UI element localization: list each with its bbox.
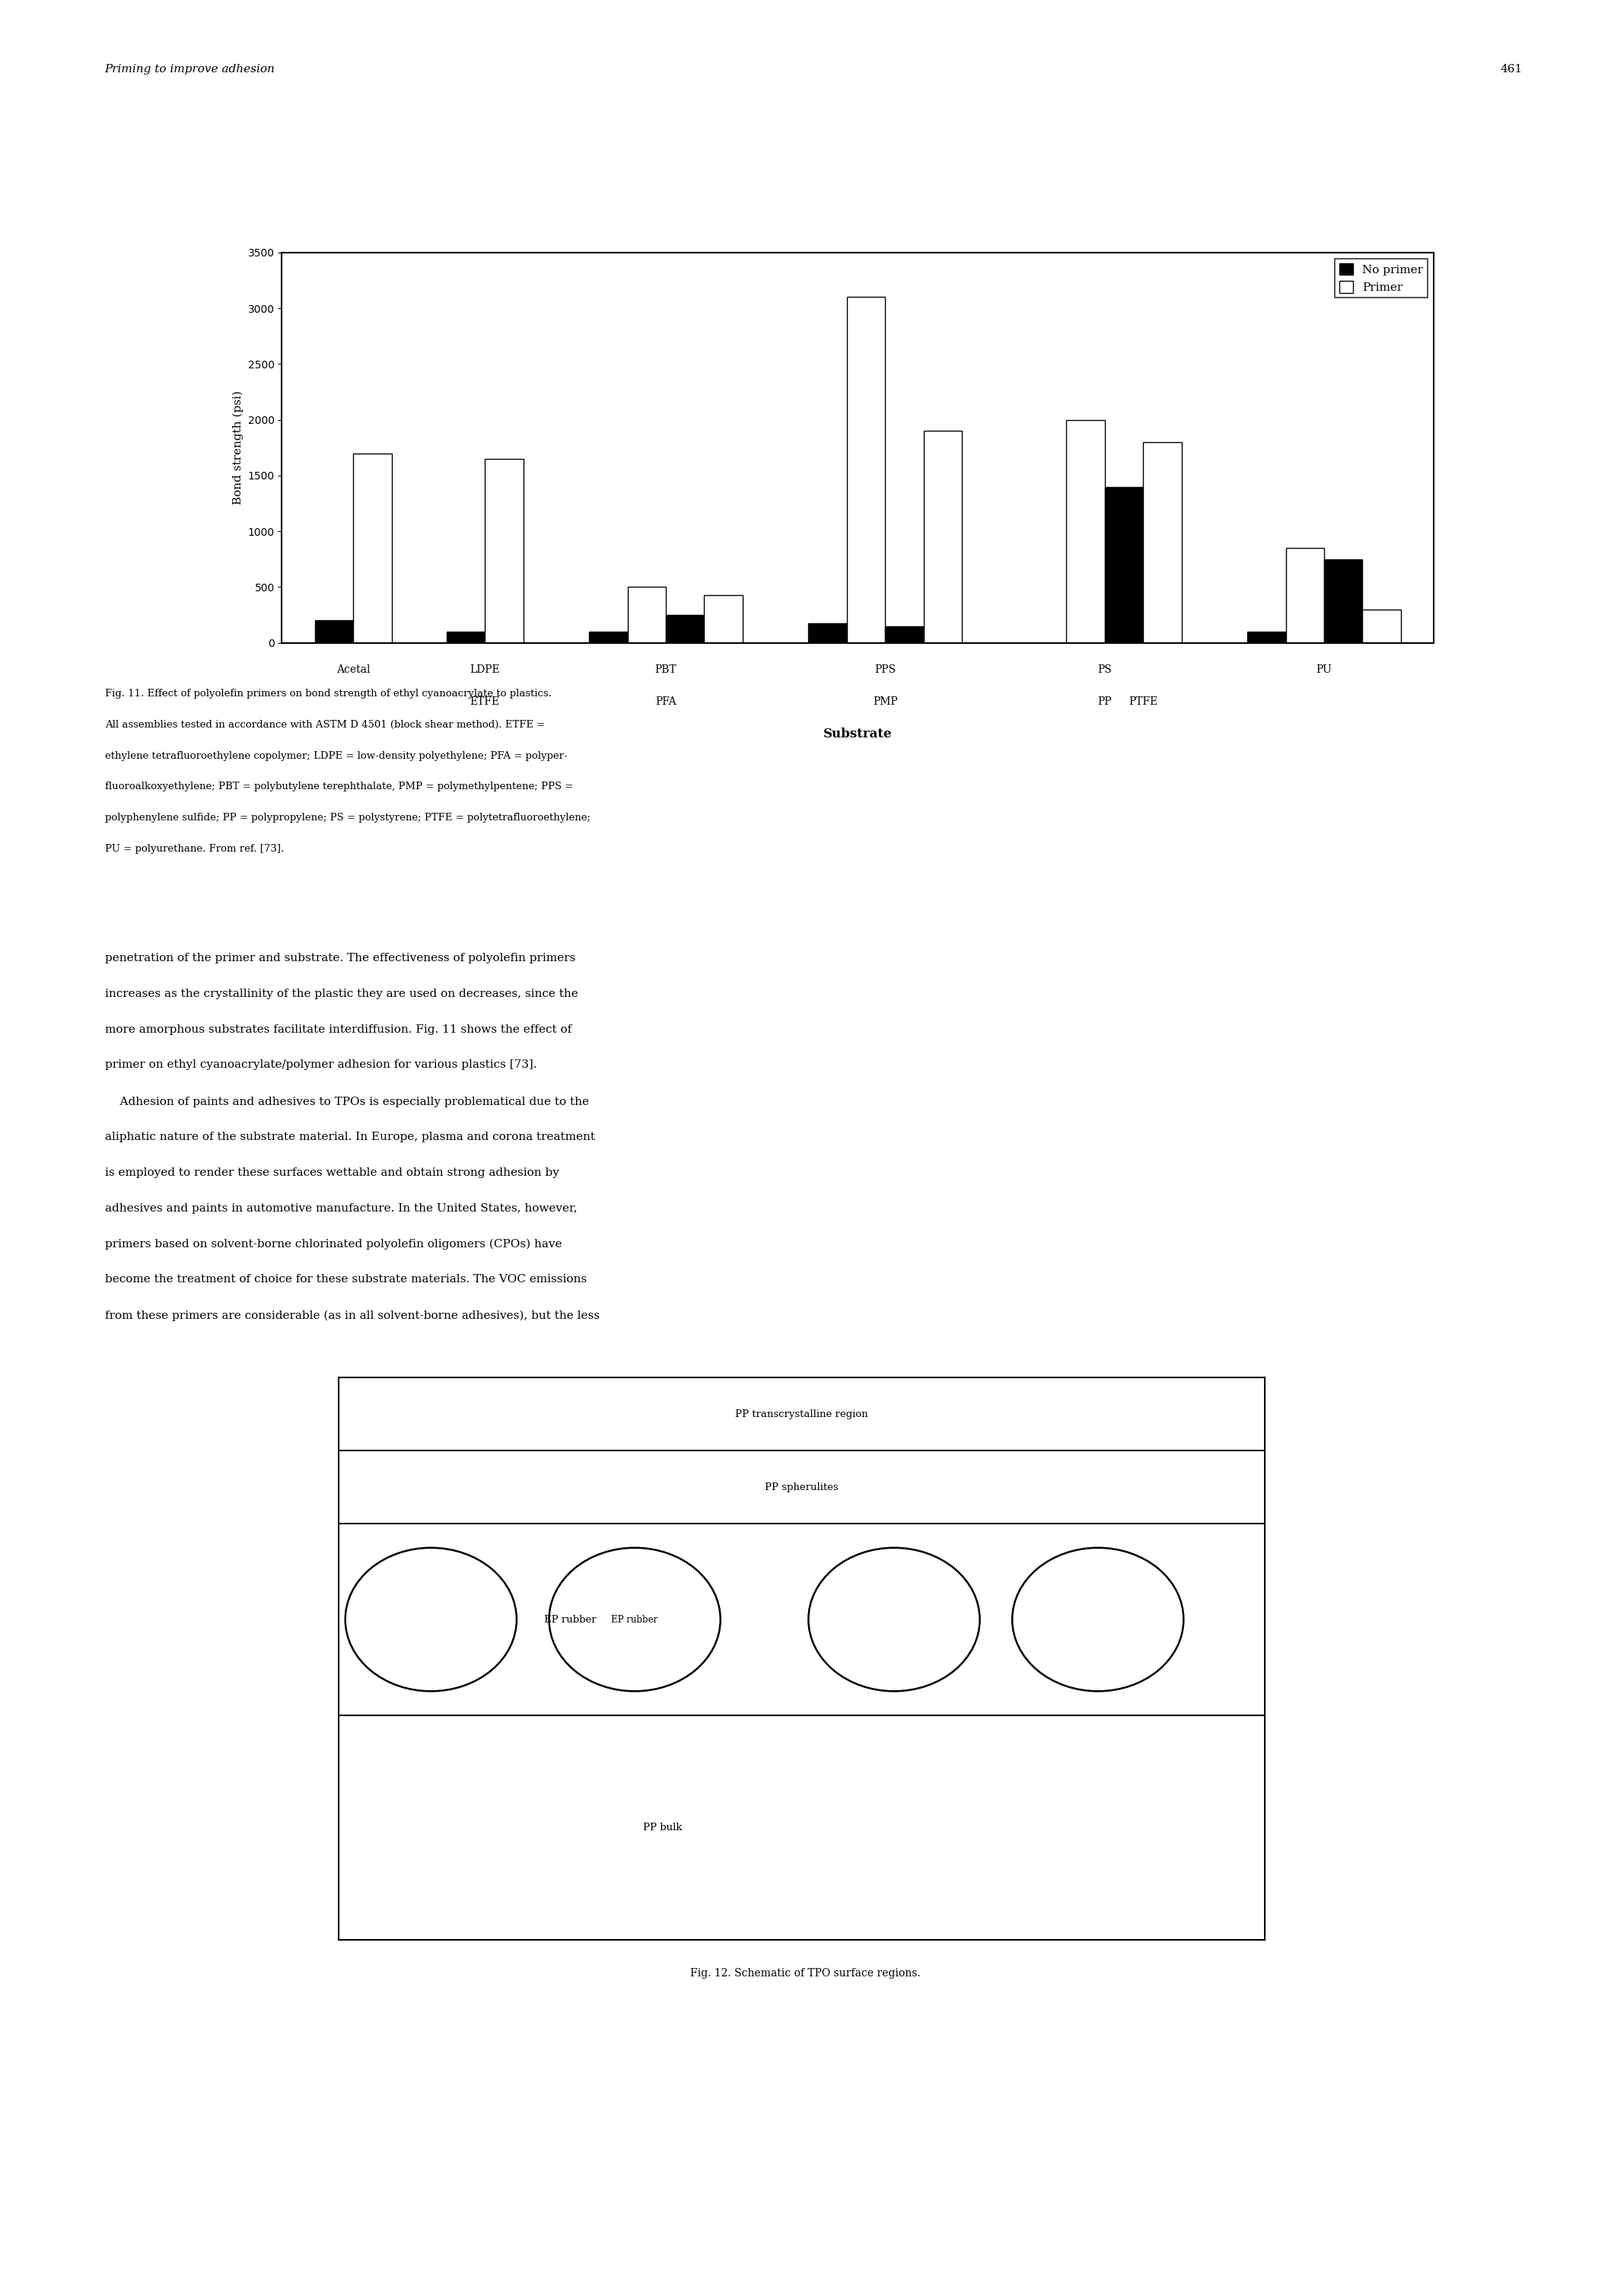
Bar [446,631,485,643]
Text: PP: PP [1097,696,1112,707]
Y-axis label: Bond strength (psi): Bond strength (psi) [232,390,243,505]
Bar [665,615,704,643]
Text: increases as the crystallinity of the plastic they are used on decreases, since : increases as the crystallinity of the pl… [105,990,578,999]
Bar [1363,608,1402,643]
Bar [1247,631,1286,643]
Text: penetration of the primer and substrate. The effectiveness of polyolefin primers: penetration of the primer and substrate.… [105,953,575,964]
Bar [485,459,524,643]
Text: fluoroalkoxyethylene; PBT = polybutylene terephthalate, PMP = polymethylpentene;: fluoroalkoxyethylene; PBT = polybutylene… [105,781,574,792]
Legend: No primer, Primer: No primer, Primer [1334,259,1427,298]
Text: PTFE: PTFE [1129,696,1158,707]
Text: PU = polyurethane. From ref. [73].: PU = polyurethane. From ref. [73]. [105,845,284,854]
Text: PS: PS [1097,664,1112,675]
Text: Priming to improve adhesion: Priming to improve adhesion [105,64,275,76]
Text: PU: PU [1316,664,1332,675]
Text: PPS: PPS [875,664,896,675]
Text: EP rubber: EP rubber [612,1614,657,1626]
Bar [1105,487,1144,643]
Text: PP bulk: PP bulk [643,1823,681,1832]
Text: EP rubber: EP rubber [545,1614,596,1626]
Bar [353,452,391,643]
Text: from these primers are considerable (as in all solvent-borne adhesives), but the: from these primers are considerable (as … [105,1309,599,1320]
Text: LDPE: LDPE [470,664,499,675]
Text: 461: 461 [1500,64,1522,76]
Bar [314,620,353,643]
Text: All assemblies tested in accordance with ASTM D 4501 (block shear method). ETFE : All assemblies tested in accordance with… [105,721,545,730]
Text: become the treatment of choice for these substrate materials. The VOC emissions: become the treatment of choice for these… [105,1274,586,1286]
Bar [590,631,628,643]
Text: Fig. 11. Effect of polyolefin primers on bond strength of ethyl cyanoacrylate to: Fig. 11. Effect of polyolefin primers on… [105,689,551,698]
Text: primer on ethyl cyanoacrylate/polymer adhesion for various plastics [73].: primer on ethyl cyanoacrylate/polymer ad… [105,1061,536,1070]
Text: Fig. 12. Schematic of TPO surface regions.: Fig. 12. Schematic of TPO surface region… [691,1968,920,1979]
Text: Adhesion of paints and adhesives to TPOs is especially problematical due to the: Adhesion of paints and adhesives to TPOs… [105,1097,588,1107]
Text: ethylene tetrafluoroethylene copolymer; LDPE = low-density polyethylene; PFA = p: ethylene tetrafluoroethylene copolymer; … [105,751,567,760]
Text: PFA: PFA [656,696,677,707]
Bar [809,625,847,643]
Text: PP transcrystalline region: PP transcrystalline region [735,1410,868,1419]
Text: is employed to render these surfaces wettable and obtain strong adhesion by: is employed to render these surfaces wet… [105,1169,559,1178]
Text: aliphatic nature of the substrate material. In Europe, plasma and corona treatme: aliphatic nature of the substrate materi… [105,1132,594,1143]
Bar [923,432,962,643]
Bar [1286,549,1324,643]
Bar [1066,420,1105,643]
Bar [1144,443,1181,643]
Bar [628,588,665,643]
Bar [1324,560,1363,643]
Text: polyphenylene sulfide; PP = polypropylene; PS = polystyrene; PTFE = polytetraflu: polyphenylene sulfide; PP = polypropylen… [105,813,590,822]
Bar [704,595,743,643]
Text: PP spherulites: PP spherulites [765,1483,838,1492]
Text: PMP: PMP [873,696,897,707]
Bar [847,296,886,643]
Text: Acetal: Acetal [337,664,371,675]
Text: more amorphous substrates facilitate interdiffusion. Fig. 11 shows the effect of: more amorphous substrates facilitate int… [105,1024,572,1035]
Text: Substrate: Substrate [823,728,892,742]
Text: ETFE: ETFE [470,696,499,707]
Text: PBT: PBT [656,664,677,675]
Text: primers based on solvent-borne chlorinated polyolefin oligomers (CPOs) have: primers based on solvent-borne chlorinat… [105,1240,562,1249]
Bar [886,627,923,643]
Text: adhesives and paints in automotive manufacture. In the United States, however,: adhesives and paints in automotive manuf… [105,1203,577,1215]
